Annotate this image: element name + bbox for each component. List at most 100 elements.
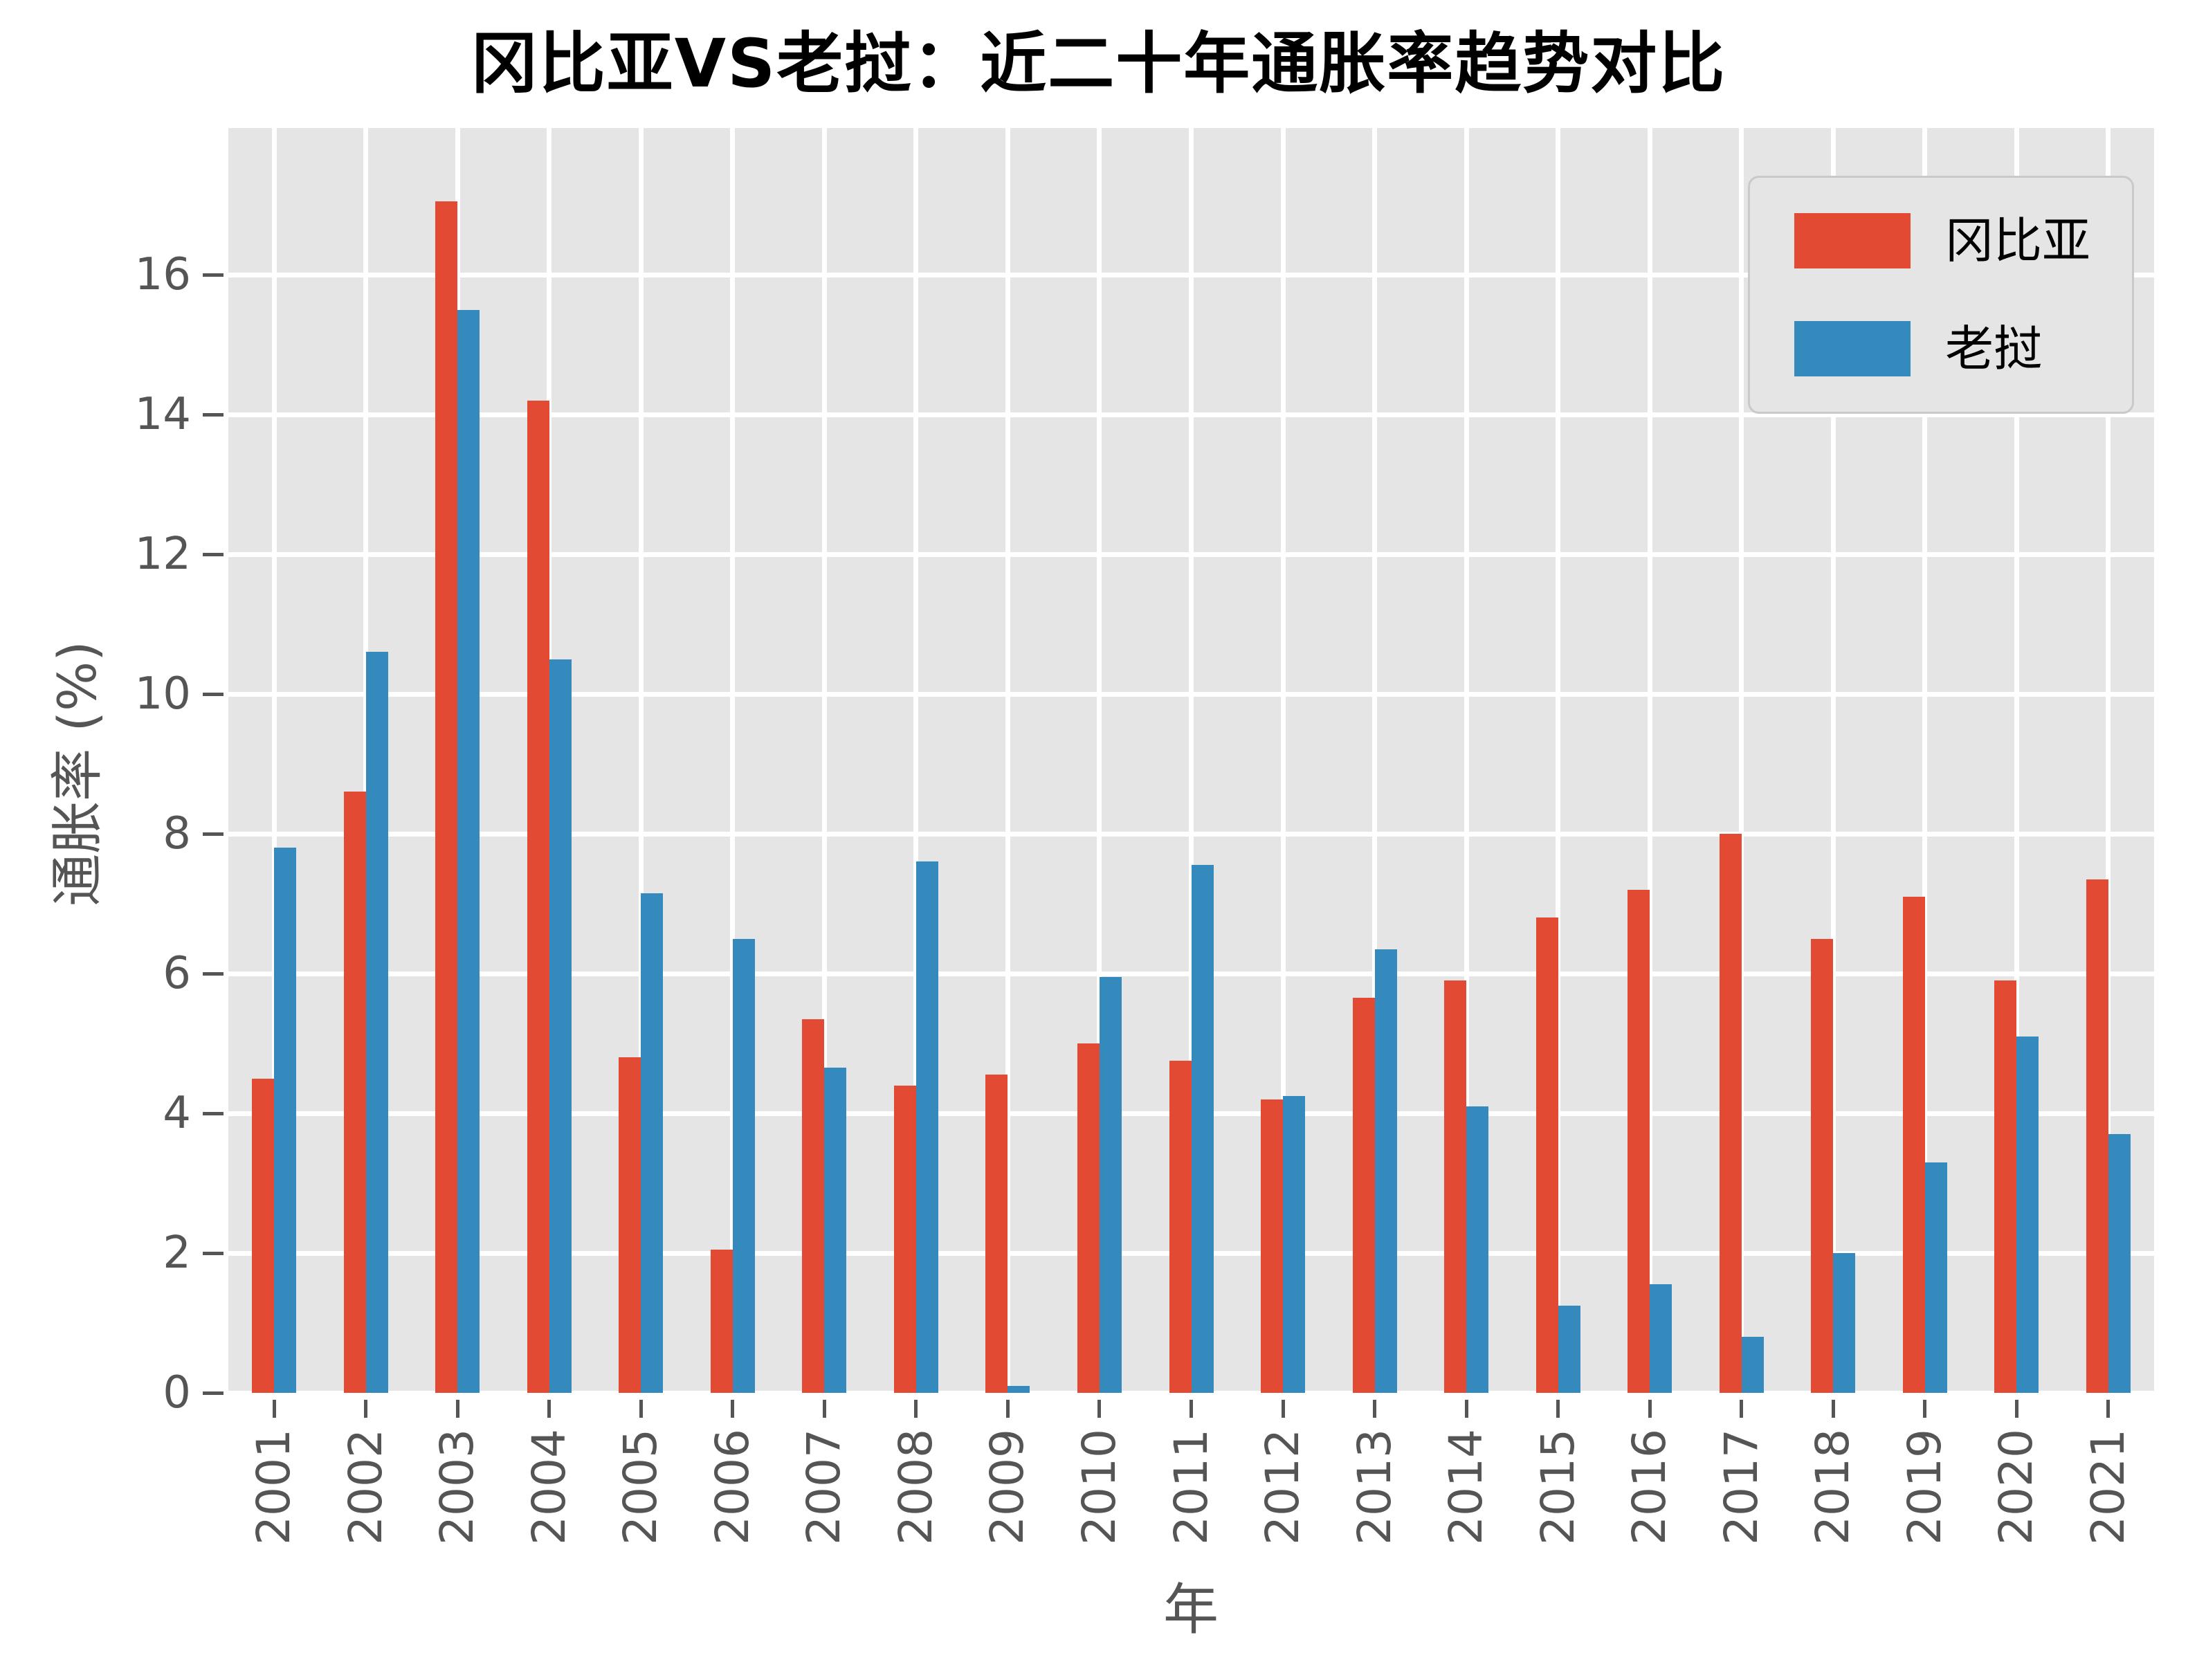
- x-tick-label: 2019: [1897, 1429, 1951, 1545]
- x-axis-label: 年: [1163, 1578, 1219, 1642]
- y-tick-mark: [203, 832, 224, 836]
- bar-series1-2014: [1466, 1106, 1489, 1393]
- gridline-vertical: [1005, 128, 1010, 1393]
- gridline-vertical: [1830, 128, 1836, 1393]
- y-tick-label: 14: [134, 389, 191, 441]
- bar-series0-2003: [435, 201, 458, 1393]
- x-tick-mark: [914, 1400, 918, 1418]
- y-tick-mark: [203, 1391, 224, 1395]
- gridline-vertical: [271, 128, 277, 1393]
- gridline-horizontal: [228, 691, 2154, 697]
- bar-series0-2014: [1444, 980, 1467, 1393]
- x-tick-label: 2006: [705, 1429, 759, 1545]
- bar-series1-2003: [457, 309, 480, 1393]
- x-tick-mark: [1740, 1400, 1744, 1418]
- x-tick-label: 2010: [1072, 1429, 1126, 1545]
- legend-swatch-series1: [1794, 321, 1911, 376]
- bar-series1-2009: [1008, 1385, 1030, 1393]
- gridline-vertical: [730, 128, 736, 1393]
- x-tick-mark: [547, 1400, 551, 1418]
- x-tick-mark: [1923, 1400, 1927, 1418]
- x-tick-label: 2012: [1256, 1429, 1310, 1545]
- bar-series1-2012: [1283, 1095, 1306, 1393]
- x-tick-mark: [639, 1400, 643, 1418]
- x-tick-mark: [1189, 1400, 1193, 1418]
- bar-series0-2013: [1352, 998, 1375, 1393]
- bar-series0-2015: [1535, 917, 1558, 1393]
- bar-series1-2020: [2016, 1036, 2039, 1393]
- bar-series0-2002: [343, 792, 366, 1393]
- bar-series1-2006: [732, 938, 755, 1393]
- x-tick-mark: [1281, 1400, 1285, 1418]
- y-tick-label: 12: [134, 529, 191, 581]
- bar-series0-2001: [252, 1078, 275, 1393]
- y-tick-label: 6: [163, 948, 191, 1000]
- bar-series0-2021: [2086, 879, 2108, 1393]
- x-tick-mark: [1556, 1400, 1560, 1418]
- legend: 冈比亚 老挝: [1748, 176, 2134, 414]
- gridline-vertical: [1097, 128, 1102, 1393]
- x-tick-label: 2008: [888, 1429, 942, 1545]
- bar-series0-2008: [893, 1085, 916, 1393]
- x-tick-label: 2016: [1623, 1429, 1677, 1545]
- x-tick-mark: [272, 1400, 276, 1418]
- legend-swatch-series0: [1794, 213, 1911, 268]
- y-tick-mark: [203, 692, 224, 696]
- gridline-horizontal: [228, 412, 2154, 417]
- gridline-vertical: [2014, 128, 2019, 1393]
- bar-series1-2015: [1558, 1305, 1580, 1393]
- bar-series1-2011: [1191, 865, 1214, 1393]
- x-tick-mark: [364, 1400, 368, 1418]
- bar-series1-2016: [1650, 1284, 1672, 1393]
- bar-series1-2019: [1924, 1162, 1947, 1393]
- gridline-vertical: [913, 128, 919, 1393]
- x-tick-mark: [1831, 1400, 1835, 1418]
- bar-series1-2021: [2108, 1134, 2131, 1393]
- y-tick-mark: [203, 552, 224, 556]
- bar-series0-2005: [619, 1057, 641, 1393]
- gridline-horizontal: [228, 551, 2154, 557]
- legend-label-series0: 冈比亚: [1945, 212, 2090, 269]
- gridline-vertical: [1739, 128, 1744, 1393]
- bar-series0-2011: [1169, 1061, 1192, 1393]
- gridline-vertical: [821, 128, 827, 1393]
- bar-series0-2018: [1811, 938, 1834, 1393]
- gridline-horizontal: [228, 272, 2154, 277]
- x-tick-label: 2004: [522, 1429, 576, 1545]
- x-tick-mark: [2106, 1400, 2111, 1418]
- x-tick-label: 2003: [430, 1429, 484, 1545]
- bar-series1-2018: [1833, 1253, 1856, 1393]
- x-tick-mark: [1097, 1400, 1102, 1418]
- y-tick-mark: [203, 412, 224, 417]
- chart-title: 冈比亚VS老挝：近二十年通胀率趋势对比: [471, 25, 1726, 102]
- bar-series0-2006: [710, 1249, 733, 1393]
- x-tick-mark: [455, 1400, 459, 1418]
- x-tick-mark: [1648, 1400, 1652, 1418]
- bar-series0-2007: [802, 1019, 825, 1393]
- bar-series1-2013: [1374, 949, 1397, 1393]
- x-tick-label: 2017: [1714, 1429, 1768, 1545]
- bar-series0-2016: [1628, 889, 1650, 1393]
- x-tick-label: 2001: [247, 1429, 301, 1545]
- gridline-vertical: [1372, 128, 1378, 1393]
- y-tick-mark: [203, 1111, 224, 1115]
- x-tick-label: 2020: [1989, 1429, 2043, 1545]
- bar-series1-2004: [549, 659, 572, 1393]
- x-tick-label: 2002: [338, 1429, 392, 1545]
- y-tick-label: 4: [163, 1088, 191, 1140]
- x-tick-label: 2018: [1806, 1429, 1860, 1545]
- gridline-vertical: [1189, 128, 1194, 1393]
- gridline-horizontal: [228, 831, 2154, 837]
- x-tick-label: 2009: [981, 1429, 1034, 1545]
- bar-series0-2004: [527, 400, 549, 1393]
- y-axis-label: 通胀率 (%): [46, 641, 108, 906]
- bar-series1-2001: [274, 848, 297, 1393]
- y-tick-label: 2: [163, 1227, 191, 1279]
- x-tick-label: 2021: [2081, 1429, 2135, 1545]
- y-tick-mark: [203, 273, 224, 277]
- y-tick-label: 10: [134, 668, 191, 720]
- gridline-vertical: [1922, 128, 1928, 1393]
- x-tick-mark: [731, 1400, 735, 1418]
- x-tick-label: 2007: [797, 1429, 851, 1545]
